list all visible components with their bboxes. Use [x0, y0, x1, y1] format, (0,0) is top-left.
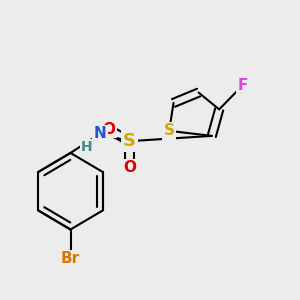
Text: F: F [238, 78, 248, 93]
Text: S: S [123, 132, 136, 150]
Text: O: O [123, 160, 136, 175]
Text: N: N [94, 126, 106, 141]
Text: H: H [81, 140, 92, 154]
Text: S: S [164, 123, 175, 138]
Text: Br: Br [61, 251, 80, 266]
Text: O: O [102, 122, 115, 137]
